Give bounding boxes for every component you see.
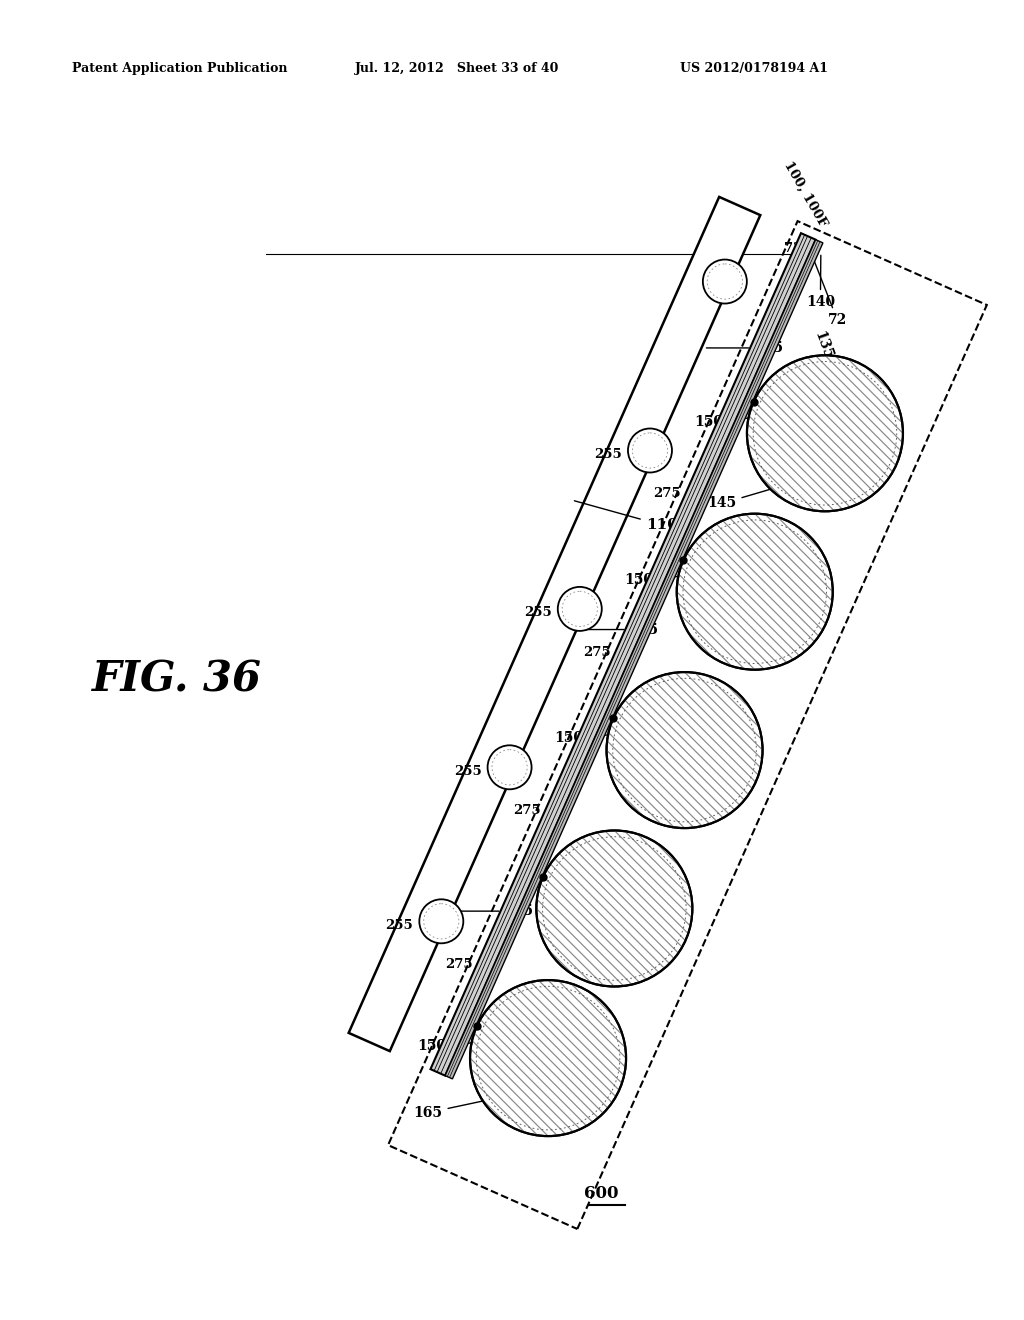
Text: Jul. 12, 2012   Sheet 33 of 40: Jul. 12, 2012 Sheet 33 of 40 — [355, 62, 559, 75]
Circle shape — [628, 429, 672, 473]
Text: 100, 100F: 100, 100F — [781, 160, 829, 230]
Text: 155: 155 — [707, 341, 783, 355]
Circle shape — [419, 899, 463, 944]
Circle shape — [677, 513, 833, 669]
Text: 255: 255 — [594, 447, 622, 461]
Text: 165: 165 — [414, 1098, 499, 1119]
Text: 255: 255 — [454, 764, 481, 777]
Text: 150: 150 — [418, 1039, 473, 1053]
Text: 150: 150 — [554, 731, 609, 746]
Text: 110: 110 — [574, 500, 678, 532]
Text: FIG. 36: FIG. 36 — [92, 659, 262, 701]
Text: 150: 150 — [625, 573, 680, 587]
Circle shape — [470, 979, 626, 1137]
Circle shape — [606, 672, 763, 828]
Text: 255: 255 — [524, 606, 552, 619]
Text: Patent Application Publication: Patent Application Publication — [72, 62, 288, 75]
Text: 155: 155 — [582, 623, 658, 636]
Circle shape — [487, 746, 531, 789]
Text: 140: 140 — [806, 255, 835, 309]
Polygon shape — [348, 197, 760, 1051]
Text: US 2012/0178194 A1: US 2012/0178194 A1 — [680, 62, 828, 75]
Text: 600: 600 — [584, 1185, 618, 1203]
Text: 275: 275 — [513, 804, 541, 817]
Text: 72: 72 — [807, 243, 847, 327]
Text: 145: 145 — [708, 480, 799, 511]
Circle shape — [702, 260, 746, 304]
Circle shape — [558, 587, 602, 631]
Text: 275: 275 — [653, 487, 681, 500]
Text: 255: 255 — [385, 919, 414, 932]
Text: 150: 150 — [694, 414, 751, 429]
Text: 135: 135 — [812, 329, 835, 362]
Text: 155: 155 — [457, 904, 534, 919]
Polygon shape — [430, 234, 815, 1076]
Circle shape — [746, 355, 903, 511]
Text: 275: 275 — [584, 645, 611, 659]
Circle shape — [537, 830, 692, 986]
Polygon shape — [445, 240, 823, 1078]
Text: 72': 72' — [784, 242, 807, 255]
Text: 275: 275 — [444, 958, 472, 972]
